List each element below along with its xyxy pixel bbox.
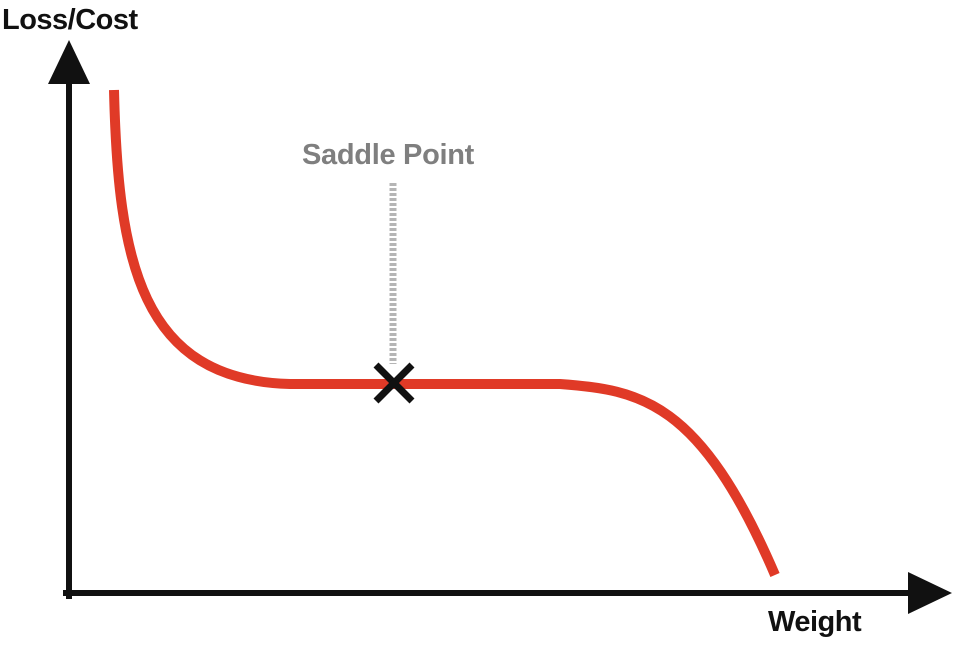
loss-curve bbox=[109, 89, 780, 577]
y-axis-arrow-icon bbox=[48, 40, 90, 84]
x-mark-icon bbox=[373, 362, 415, 404]
saddle-point-label: Saddle Point bbox=[302, 139, 475, 171]
x-axis-label: Weight bbox=[768, 606, 862, 638]
x-axis-arrow-icon bbox=[908, 572, 952, 614]
y-axis-label: Loss/Cost bbox=[2, 4, 138, 36]
